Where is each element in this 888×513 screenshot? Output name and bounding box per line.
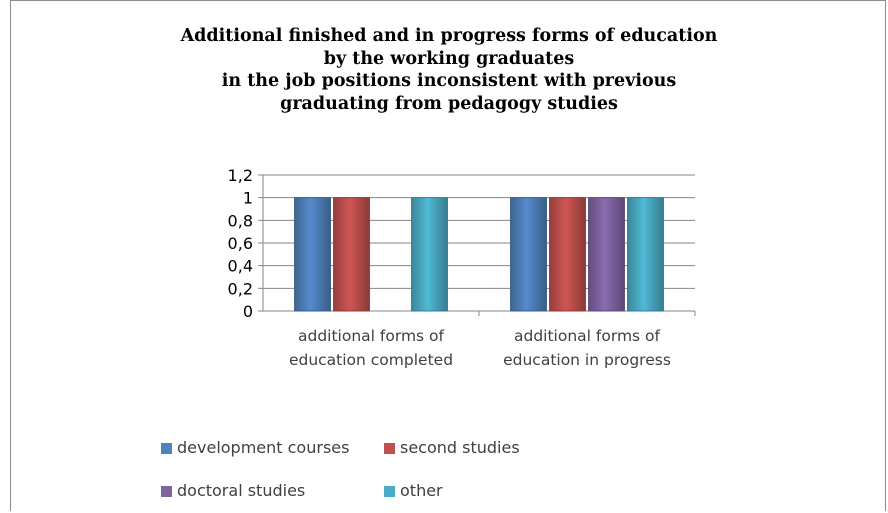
chart-title: Additional finished and in progress form… xyxy=(180,26,718,114)
legend-swatch xyxy=(161,443,172,454)
y-tick-label: 0 xyxy=(243,302,253,321)
bar-second-studies xyxy=(333,197,370,312)
y-tick-label: 1 xyxy=(243,189,253,208)
y-tick-label: 0,8 xyxy=(228,211,253,230)
bar-doctoral-studies xyxy=(588,197,625,312)
y-tick-label: 0,4 xyxy=(228,257,253,276)
legend-label: second studies xyxy=(400,438,520,457)
legend-label: other xyxy=(400,481,443,500)
chart-frame: Additional finished and in progress form… xyxy=(10,0,886,511)
legend-swatch xyxy=(384,486,395,497)
bar-second-studies xyxy=(549,197,586,312)
y-tick-label: 0,2 xyxy=(228,279,253,298)
x-tick-label: education in progress xyxy=(503,351,671,369)
x-tick-label: additional forms of xyxy=(514,327,661,345)
y-tick-label: 1,2 xyxy=(228,166,253,185)
bar-development-courses xyxy=(510,197,547,312)
legend-item-doctoral-studies: doctoral studies xyxy=(161,481,305,500)
bar-other xyxy=(411,197,448,312)
x-tick-label: education completed xyxy=(289,351,453,369)
plot-area: 0 0,2 0,4 0,6 0,8 1 1,2 additional forms of educ… xyxy=(228,166,696,369)
legend-label: doctoral studies xyxy=(177,481,306,500)
legend-item-second-studies: second studies xyxy=(384,438,520,457)
legend-label: development courses xyxy=(177,438,350,457)
legend-swatch xyxy=(384,443,395,454)
bar-other xyxy=(627,197,664,312)
bar-development-courses xyxy=(294,197,331,312)
legend-item-other: other xyxy=(384,481,443,500)
legend-swatch xyxy=(161,486,172,497)
y-tick-label: 0,6 xyxy=(228,234,253,253)
x-tick-label: additional forms of xyxy=(298,327,445,345)
legend-item-development-courses: development courses xyxy=(161,438,349,457)
